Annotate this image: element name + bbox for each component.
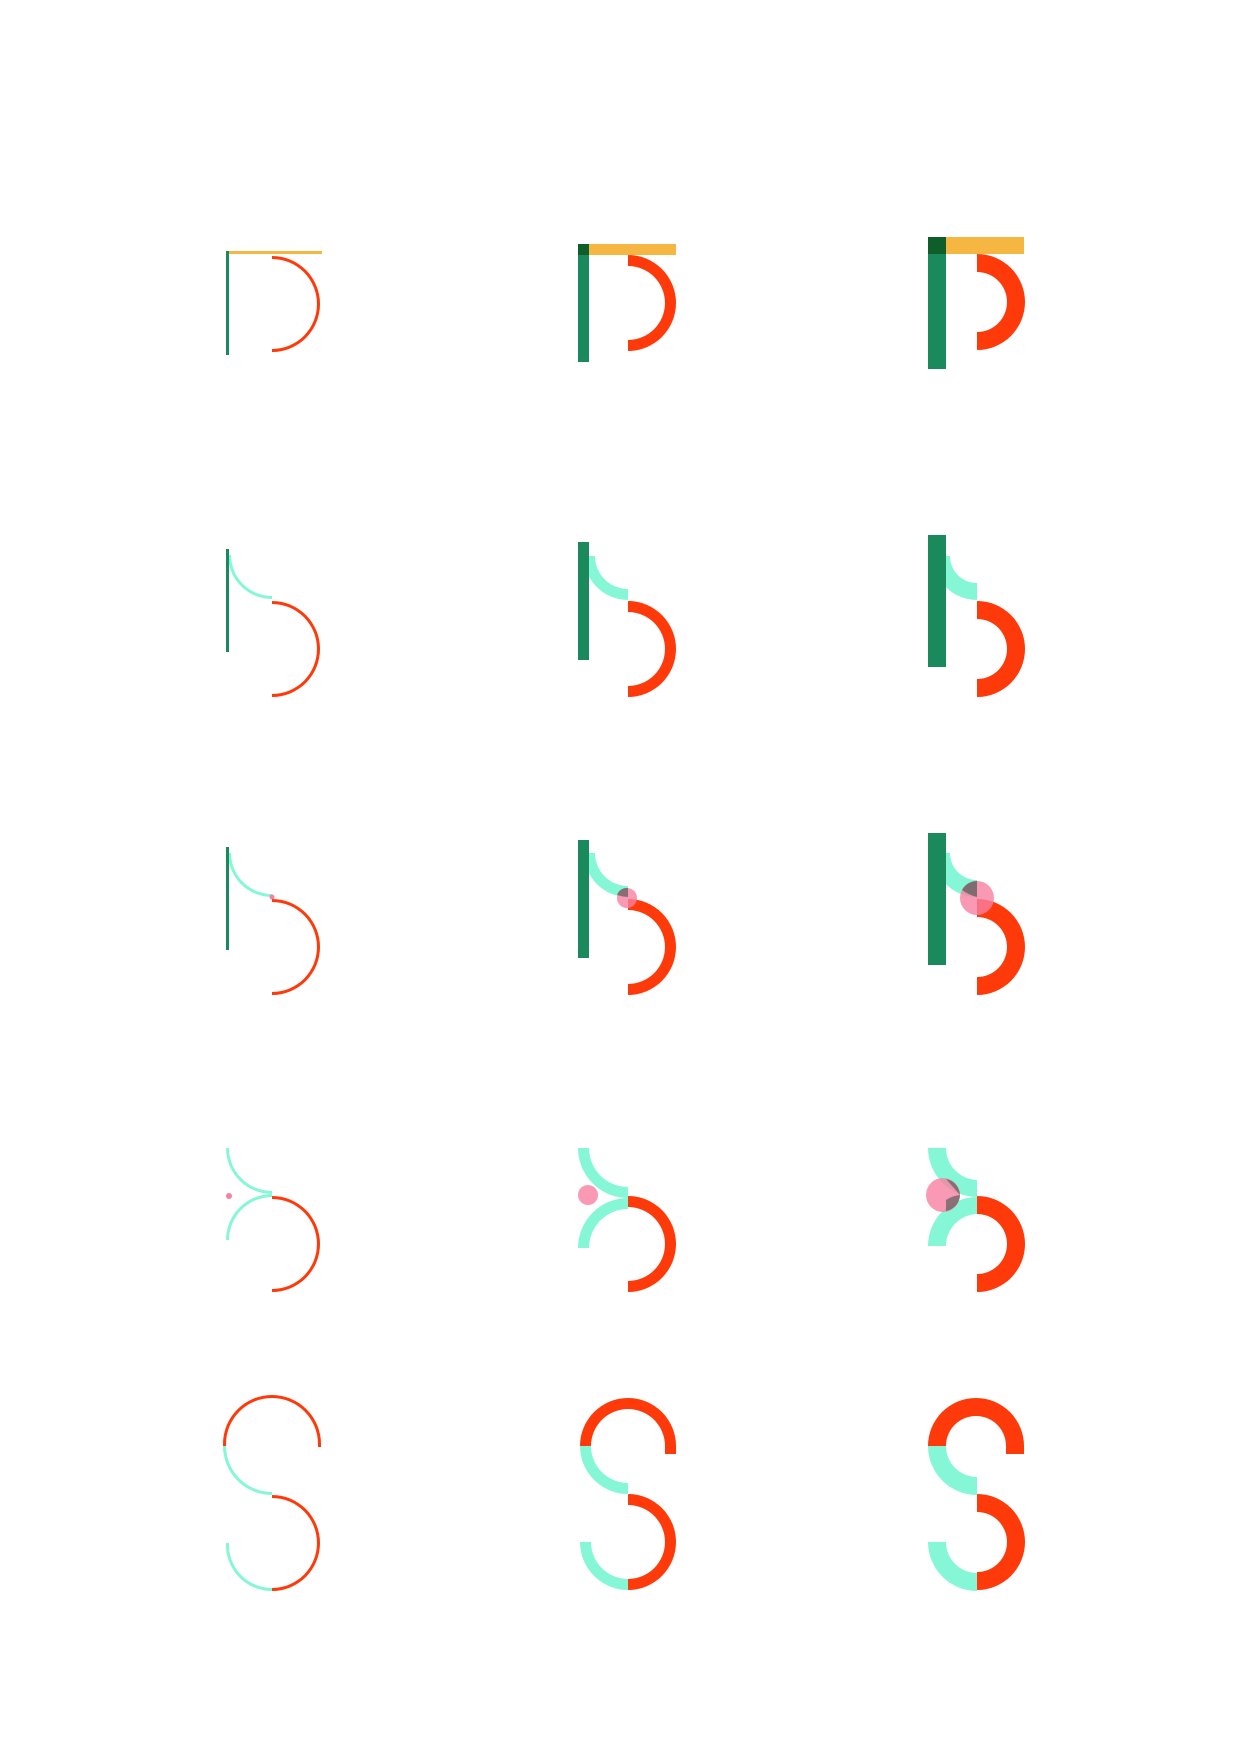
crossbar [584,244,676,255]
dot [269,894,275,900]
stem [928,833,946,965]
bowl [977,1196,1025,1292]
arc-lower [578,1198,628,1248]
stem [578,840,589,958]
row-3 [226,833,1025,995]
row-2-medium-glyph [578,542,676,697]
row-3-bold-glyph [928,833,1025,995]
arc-bottom [580,1542,628,1590]
stem [928,237,946,369]
row-5 [223,1395,1025,1591]
row-4-medium-glyph [578,1148,676,1292]
row-2-thin-glyph [226,549,320,697]
stem-overlap [578,244,589,255]
dot-overlap [617,887,628,897]
bowl [977,899,1025,995]
bowl [628,601,676,697]
row-1-thin-glyph [226,251,322,355]
bowl-lower [977,1494,1025,1590]
bowl [628,899,676,995]
stem [226,847,229,950]
dot [578,1185,598,1205]
bowl-top [928,1398,1024,1446]
bowl [977,254,1025,350]
arc-upper [928,1148,977,1197]
arc-upper [578,1148,628,1198]
row-3-thin-glyph [226,847,320,995]
arc-upper [584,853,628,897]
arc-left [928,1446,977,1495]
bowl [977,601,1025,697]
row-5-thin-glyph [223,1395,321,1591]
bowl-top [580,1398,676,1446]
stem [226,251,229,355]
row-4 [226,1148,1025,1292]
row-2 [226,535,1025,697]
crossbar [928,237,1024,254]
dot-overlap [962,881,977,897]
row-1 [226,237,1025,369]
arc-left [223,1446,272,1495]
stem [578,244,589,362]
arc-upper [226,1148,272,1194]
row-2-bold-glyph [928,535,1025,697]
arc-upper [228,853,272,897]
arc-bottom [225,1543,272,1591]
arc-upper [228,555,272,599]
bowl-top-cap [665,1446,676,1454]
bowl-lower [628,1494,676,1590]
stem [226,549,229,652]
stem-overlap [928,237,946,254]
stem [578,542,589,660]
arc-left [580,1446,628,1494]
row-5-bold-glyph [928,1398,1025,1591]
arc-lower [928,1197,977,1246]
arc-lower [226,1194,272,1240]
row-1-bold-glyph [928,237,1025,369]
row-3-medium-glyph [578,840,676,995]
arc-bottom [928,1542,977,1591]
bowl [628,255,676,351]
arc-upper [584,556,628,600]
bowl-top-cap [1006,1446,1024,1454]
row-1-medium-glyph [578,244,676,362]
row-5-medium-glyph [580,1398,676,1590]
dot-overlap [946,1179,960,1211]
row-4-bold-glyph [926,1148,1025,1292]
crossbar [228,251,322,254]
bowl [628,1196,676,1292]
dot [226,1193,232,1199]
row-4-thin-glyph [226,1148,320,1292]
dot [926,1178,960,1212]
stem [928,535,946,667]
